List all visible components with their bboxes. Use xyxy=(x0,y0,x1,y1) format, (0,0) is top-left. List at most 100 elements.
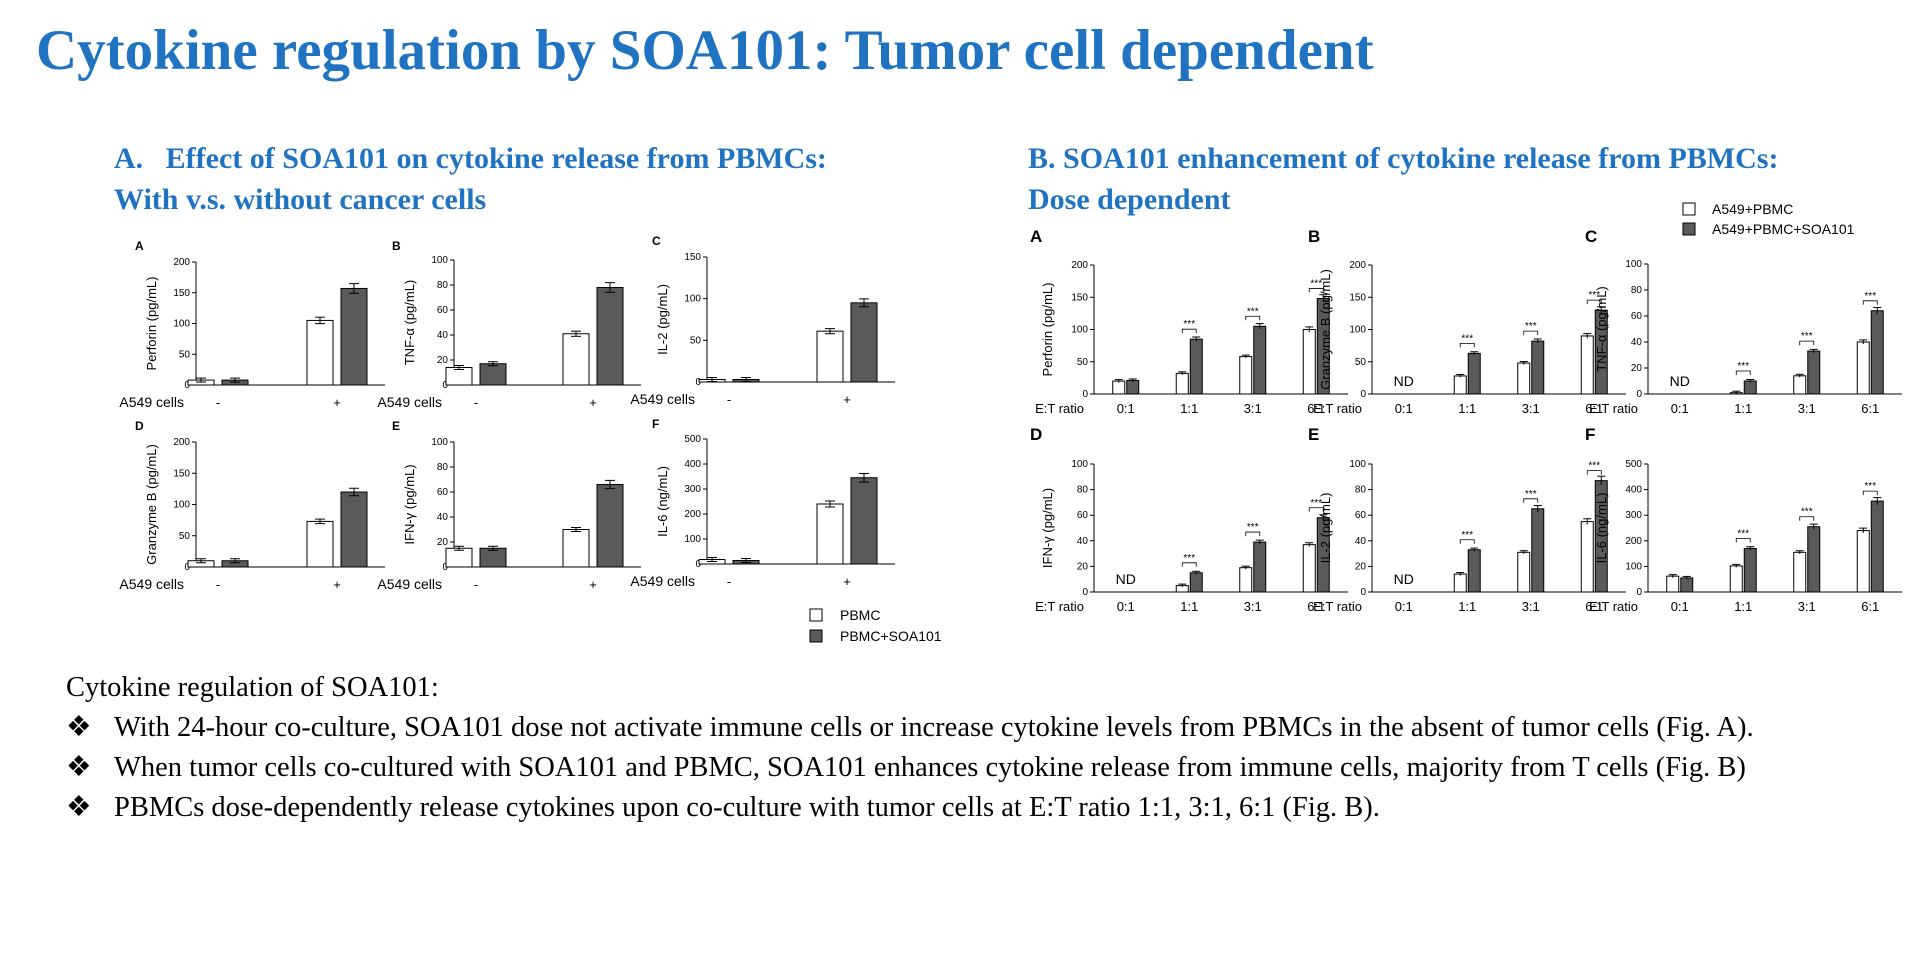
y-tick-label: 200 xyxy=(1071,260,1088,271)
note-text: PBMCs dose-dependently release cytokines… xyxy=(114,792,1380,823)
bar-control xyxy=(1856,530,1870,593)
y-tick-label: 100 xyxy=(173,319,190,330)
y-tick-label: 60 xyxy=(1631,311,1643,322)
bar-treated xyxy=(1189,338,1203,395)
bar-control xyxy=(562,529,590,568)
y-tick-label: 500 xyxy=(1625,459,1642,470)
y-tick-label: 150 xyxy=(173,288,190,299)
notes-list: ❖ With 24-hour co-culture, SOA101 dose no… xyxy=(66,708,1896,828)
y-tick-label: 300 xyxy=(684,484,701,495)
x-tick-label: - xyxy=(474,577,478,592)
bar-treated xyxy=(596,484,624,568)
x-tick-label: 3:1 xyxy=(1522,401,1540,416)
bar-treated xyxy=(1189,572,1203,593)
x-tick-label: + xyxy=(843,574,851,589)
significance-bracket xyxy=(1308,507,1324,512)
y-tick-label: 100 xyxy=(1625,561,1642,572)
section-a-line2: With v.s. without cancer cells xyxy=(114,183,487,216)
y-tick-label: 80 xyxy=(1631,285,1643,296)
significance-label: *** xyxy=(1801,507,1813,518)
x-tick-label: - xyxy=(727,574,731,589)
note-item: ❖ When tumor cells co-cultured with SOA10… xyxy=(66,748,1896,788)
y-tick-label: 100 xyxy=(173,500,190,511)
x-tick-label: - xyxy=(727,392,731,407)
section-b-heading: B. SOA101 enhancement of cytokine releas… xyxy=(1028,138,1778,220)
significance-label: *** xyxy=(1801,331,1813,342)
y-tick-label: 100 xyxy=(1349,325,1366,336)
panel-label: D xyxy=(1030,425,1042,444)
note-text: When tumor cells co-cultured with SOA101… xyxy=(114,752,1746,783)
significance-bracket xyxy=(1181,328,1197,334)
significance-bracket xyxy=(1735,538,1751,543)
bar-treated xyxy=(850,477,878,565)
bar-control xyxy=(445,547,473,568)
panel-label: A xyxy=(135,239,144,253)
x-axis-title: E:T ratio xyxy=(1589,401,1638,416)
nd-label: ND xyxy=(1394,571,1414,587)
y-tick-label: 20 xyxy=(1355,561,1367,572)
x-tick-label: 3:1 xyxy=(1244,401,1262,416)
x-tick-label: 0:1 xyxy=(1395,599,1413,614)
bar-treated xyxy=(1680,577,1694,593)
y-tick-label: 0 xyxy=(1360,587,1366,598)
x-axis-title: A549 cells xyxy=(630,391,695,407)
x-axis-title: E:T ratio xyxy=(1035,401,1084,416)
y-tick-label: 150 xyxy=(173,468,190,479)
y-axis-title: TNF-α (pg/mL) xyxy=(1594,286,1609,372)
bar-treated xyxy=(1807,526,1821,593)
bar-control xyxy=(1793,375,1807,395)
significance-bracket xyxy=(1586,299,1602,305)
y-tick-label: 60 xyxy=(1077,510,1089,521)
y-tick-label: 200 xyxy=(173,437,190,448)
bar-treated xyxy=(1253,541,1267,593)
bar-control xyxy=(1453,375,1467,395)
bar-treated xyxy=(1743,547,1757,593)
y-tick-label: 0 xyxy=(184,380,190,391)
y-tick-label: 100 xyxy=(1349,459,1366,470)
significance-bracket xyxy=(1586,470,1602,475)
bar-treated xyxy=(1467,549,1481,593)
y-tick-label: 0 xyxy=(1360,389,1366,400)
x-tick-label: + xyxy=(333,395,341,410)
bar-treated xyxy=(1870,310,1884,395)
y-axis-title: Granzyme B (pg/mL) xyxy=(144,444,159,565)
bar-treated xyxy=(1253,325,1267,395)
x-tick-label: 0:1 xyxy=(1671,401,1689,416)
significance-bracket xyxy=(1799,516,1815,521)
y-tick-label: 100 xyxy=(1071,325,1088,336)
legend-swatch-treated xyxy=(1682,222,1696,236)
legend-label: PBMC+SOA101 xyxy=(840,628,942,644)
panel-label: B xyxy=(392,239,401,253)
y-tick-label: 20 xyxy=(1077,561,1089,572)
x-tick-label: 3:1 xyxy=(1798,599,1816,614)
significance-label: *** xyxy=(1310,279,1322,290)
y-tick-label: 0 xyxy=(1082,389,1088,400)
y-tick-label: 80 xyxy=(1355,485,1367,496)
y-tick-label: 100 xyxy=(1625,259,1642,270)
bar-control xyxy=(1517,551,1531,593)
legend-swatch-control xyxy=(1682,202,1696,216)
significance-label: *** xyxy=(1247,306,1259,317)
bar-treated xyxy=(1807,350,1821,395)
y-axis-title: IFN-γ (pg/mL) xyxy=(402,464,417,544)
x-tick-label: - xyxy=(216,395,220,410)
x-axis-title: A549 cells xyxy=(377,576,442,592)
bar-control xyxy=(1580,335,1594,395)
y-tick-label: 400 xyxy=(1625,485,1642,496)
bar-control xyxy=(1666,575,1680,593)
significance-bracket xyxy=(1459,342,1475,348)
bar-treated xyxy=(1531,340,1545,395)
y-tick-label: 50 xyxy=(179,349,191,360)
y-tick-label: 150 xyxy=(684,252,701,263)
note-text: With 24-hour co-culture, SOA101 dose not… xyxy=(114,712,1754,743)
legend-swatch-control xyxy=(809,608,823,622)
x-tick-label: 6:1 xyxy=(1585,401,1603,416)
section-b-line1: B. SOA101 enhancement of cytokine releas… xyxy=(1028,142,1779,175)
y-tick-label: 0 xyxy=(1636,587,1642,598)
significance-label: *** xyxy=(1183,319,1195,330)
section-a-heading: A. Effect of SOA101 on cytokine release … xyxy=(114,138,827,220)
significance-label: *** xyxy=(1737,361,1749,372)
y-tick-label: 20 xyxy=(437,355,449,366)
y-tick-label: 150 xyxy=(1349,292,1366,303)
bar-control xyxy=(1580,521,1594,593)
